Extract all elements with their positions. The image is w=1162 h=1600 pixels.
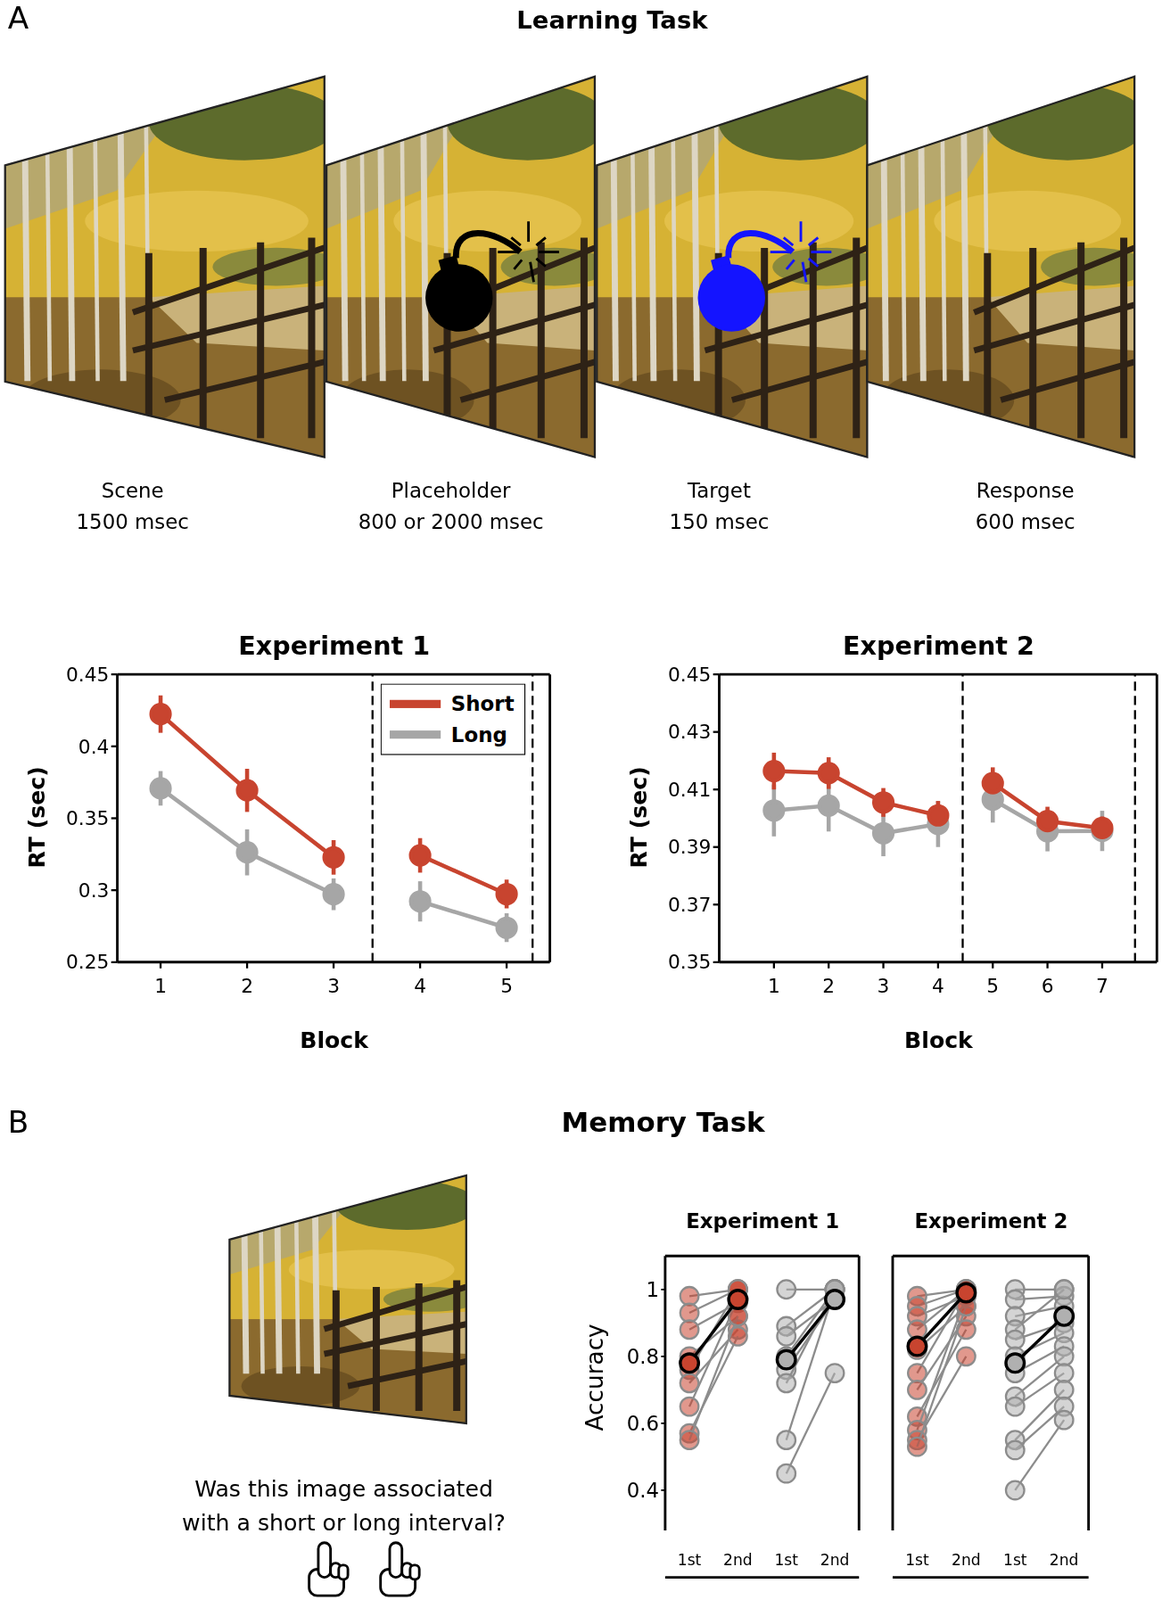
svg-text:5: 5 bbox=[500, 974, 513, 998]
html-text:RT (sec): RT (sec) bbox=[626, 766, 652, 869]
svg-text:2nd: 2nd bbox=[820, 1550, 850, 1569]
svg-text:0.25: 0.25 bbox=[65, 950, 109, 973]
svg-text:1st: 1st bbox=[677, 1550, 702, 1569]
html-text:Learning Task: Learning Task bbox=[516, 6, 708, 35]
svg-text:1: 1 bbox=[767, 974, 781, 998]
html-text:Experiment 1: Experiment 1 bbox=[685, 1208, 840, 1234]
html-text:Target: Target bbox=[687, 478, 751, 503]
svg-text:4: 4 bbox=[931, 974, 945, 998]
svg-text:0.37: 0.37 bbox=[667, 893, 711, 916]
svg-text:1st: 1st bbox=[774, 1550, 799, 1569]
html-text:800 or 2000 msec: 800 or 2000 msec bbox=[358, 509, 544, 534]
svg-text:0.39: 0.39 bbox=[667, 835, 711, 858]
html-text:600 msec: 600 msec bbox=[975, 509, 1076, 534]
html-text:Memory Task: Memory Task bbox=[561, 1106, 765, 1139]
html-text:RT (sec): RT (sec) bbox=[24, 766, 51, 869]
html-text:Response: Response bbox=[976, 478, 1075, 503]
svg-text:1st: 1st bbox=[1003, 1550, 1028, 1569]
svg-text:3: 3 bbox=[877, 974, 891, 998]
svg-text:2: 2 bbox=[240, 974, 254, 998]
svg-text:7: 7 bbox=[1096, 974, 1109, 998]
svg-text:2: 2 bbox=[822, 974, 835, 998]
html-text:Long: Long bbox=[451, 722, 508, 747]
html-text:Was this image associated: Was this image associated bbox=[194, 1476, 494, 1502]
svg-text:1: 1 bbox=[645, 1277, 660, 1302]
svg-text:0.43: 0.43 bbox=[667, 720, 711, 743]
svg-text:0.4: 0.4 bbox=[626, 1478, 660, 1502]
html-text:Scene: Scene bbox=[101, 478, 164, 503]
svg-text:0.4: 0.4 bbox=[78, 735, 110, 759]
html-text:Placeholder: Placeholder bbox=[391, 478, 511, 503]
html-text:A: A bbox=[7, 0, 29, 36]
svg-text:0.41: 0.41 bbox=[667, 778, 711, 801]
html-text:150 msec: 150 msec bbox=[669, 509, 770, 534]
html-text:Experiment 1: Experiment 1 bbox=[238, 631, 430, 661]
html-text:Short: Short bbox=[451, 691, 515, 717]
html-text:Block: Block bbox=[299, 1027, 369, 1053]
svg-text:1: 1 bbox=[154, 974, 167, 998]
svg-text:0.3: 0.3 bbox=[78, 879, 110, 902]
svg-text:2nd: 2nd bbox=[951, 1550, 981, 1569]
svg-text:1st: 1st bbox=[905, 1550, 930, 1569]
svg-text:3: 3 bbox=[327, 974, 340, 998]
svg-text:0.8: 0.8 bbox=[626, 1344, 660, 1369]
svg-text:2nd: 2nd bbox=[1049, 1550, 1080, 1569]
html-text:Accuracy: Accuracy bbox=[581, 1323, 608, 1431]
html-text:1500 msec: 1500 msec bbox=[76, 509, 189, 534]
html-text:Experiment 2: Experiment 2 bbox=[914, 1208, 1068, 1234]
svg-text:2nd: 2nd bbox=[723, 1550, 753, 1569]
svg-text:0.45: 0.45 bbox=[667, 663, 711, 686]
svg-text:0.35: 0.35 bbox=[65, 807, 109, 830]
svg-text:5: 5 bbox=[986, 974, 999, 998]
svg-text:6: 6 bbox=[1041, 974, 1055, 998]
svg-text:0.6: 0.6 bbox=[626, 1411, 660, 1435]
svg-text:0.45: 0.45 bbox=[65, 663, 109, 686]
html-text:Experiment 2: Experiment 2 bbox=[842, 631, 1035, 661]
html-text:B: B bbox=[7, 1103, 29, 1140]
svg-text:0.35: 0.35 bbox=[667, 950, 711, 973]
svg-text:4: 4 bbox=[413, 974, 427, 998]
html-text:with a short or long interval?: with a short or long interval? bbox=[182, 1509, 506, 1536]
html-text:Block: Block bbox=[904, 1027, 973, 1053]
